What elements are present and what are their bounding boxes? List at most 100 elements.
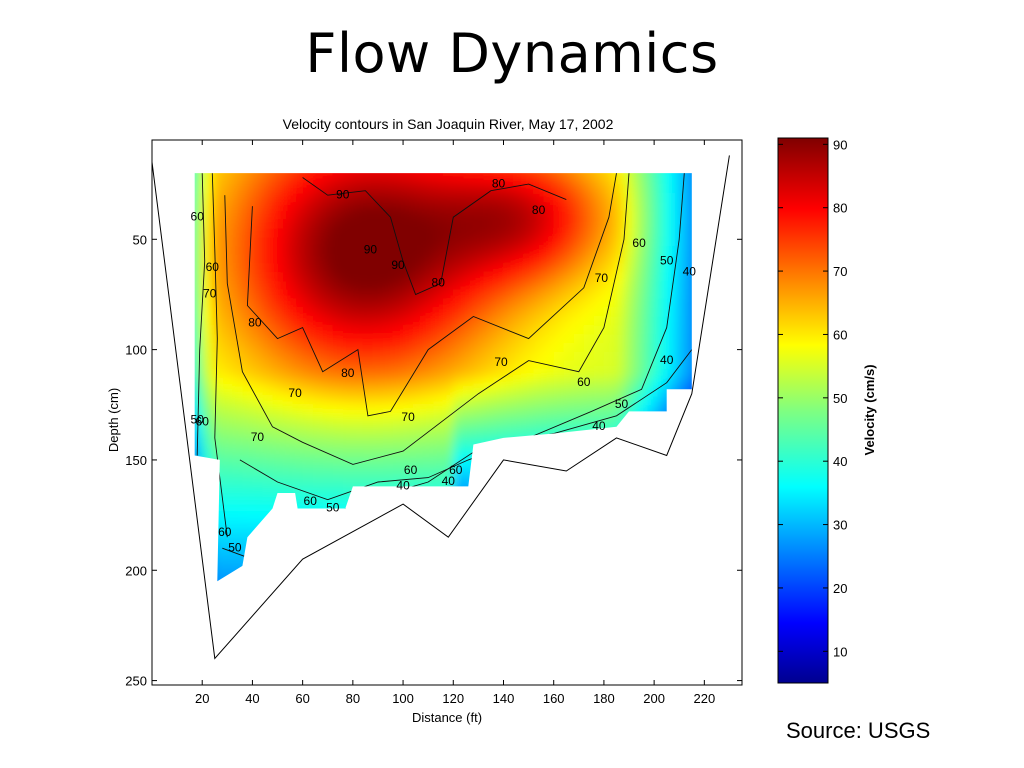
velocity-cell (694, 175, 705, 184)
velocity-cell (694, 458, 705, 467)
velocity-cell (292, 457, 304, 468)
velocity-cell (553, 528, 565, 538)
velocity-cell (312, 378, 324, 388)
velocity-cell (372, 290, 384, 300)
velocity-cell (362, 528, 374, 538)
velocity-cell (393, 263, 404, 273)
velocity-cell (463, 237, 474, 247)
velocity-cell (583, 510, 595, 521)
velocity-cell (664, 298, 675, 309)
velocity-cell (483, 563, 494, 573)
velocity-cell (584, 581, 595, 590)
velocity-cell (493, 237, 504, 247)
velocity-cell (553, 263, 565, 273)
velocity-cell (222, 158, 233, 167)
velocity-cell (433, 572, 444, 582)
velocity-cell (443, 369, 454, 379)
velocity-cell (674, 475, 685, 485)
velocity-cell (483, 263, 494, 273)
velocity-cell (352, 563, 364, 573)
velocity-cell (202, 298, 213, 309)
velocity-cell (372, 519, 384, 529)
velocity-cell (543, 431, 555, 441)
velocity-cell (282, 173, 294, 176)
velocity-cell (332, 281, 344, 291)
velocity-cell (573, 528, 585, 538)
velocity-cell (242, 475, 253, 485)
velocity-cell (292, 501, 304, 512)
velocity-cell (634, 501, 645, 512)
velocity-cell (614, 404, 625, 415)
velocity-cell (583, 466, 595, 476)
velocity-cell (614, 572, 625, 582)
velocity-cell (563, 501, 575, 512)
velocity-cell (473, 307, 484, 318)
velocity-cell (393, 193, 404, 203)
velocity-cell (332, 228, 344, 238)
velocity-cell (694, 211, 705, 220)
velocity-cell (172, 272, 183, 281)
velocity-cell (383, 475, 394, 485)
velocity-cell (393, 158, 404, 167)
velocity-cell (463, 493, 474, 503)
velocity-cell (352, 466, 364, 476)
velocity-cell (362, 210, 374, 220)
velocity-cell (282, 193, 294, 203)
colorbar-tick-label: 70 (833, 264, 847, 279)
velocity-cell (704, 387, 715, 396)
velocity-cell (573, 351, 585, 362)
velocity-cell (483, 175, 494, 185)
velocity-cell (614, 360, 625, 370)
velocity-cell (383, 343, 394, 353)
velocity-cell (194, 360, 203, 370)
velocity-cell (583, 528, 595, 538)
velocity-cell (182, 334, 193, 343)
velocity-cell (423, 493, 434, 503)
velocity-cell (553, 201, 565, 212)
velocity-cell (252, 272, 263, 282)
velocity-cell (242, 528, 253, 538)
velocity-cell (172, 475, 183, 484)
velocity-cell (282, 272, 294, 282)
velocity-cell (222, 263, 233, 273)
velocity-cell (433, 272, 444, 282)
velocity-cell (393, 298, 404, 309)
velocity-cell (262, 457, 274, 468)
velocity-cell (362, 316, 374, 326)
velocity-cell (523, 493, 535, 503)
velocity-cell (684, 158, 695, 167)
velocity-cell (634, 263, 645, 273)
colorbar (777, 137, 829, 684)
velocity-cell (514, 590, 525, 599)
velocity-cell (182, 387, 193, 396)
velocity-cell (212, 413, 223, 423)
velocity-cell (212, 475, 223, 485)
velocity-cell (674, 448, 685, 459)
velocity-cell (684, 448, 692, 459)
velocity-cell (534, 158, 545, 167)
velocity-cell (342, 219, 354, 229)
velocity-cell (302, 396, 314, 406)
velocity-cell (533, 404, 545, 415)
velocity-cell (372, 554, 384, 565)
velocity-cell (383, 228, 394, 238)
velocity-cell (483, 581, 494, 590)
velocity-cell (322, 201, 334, 212)
velocity-cell (323, 158, 334, 167)
velocity-cell (563, 475, 575, 485)
velocity-cell (694, 414, 705, 423)
velocity-cell (372, 360, 384, 370)
velocity-cell (563, 572, 575, 582)
velocity-cell (483, 343, 494, 353)
velocity-cell (282, 378, 294, 388)
velocity-cell (694, 246, 705, 255)
velocity-cell (433, 466, 444, 476)
velocity-cell (563, 519, 575, 529)
velocity-cell (453, 590, 464, 599)
velocity-cell (312, 351, 324, 362)
velocity-cell (504, 158, 515, 167)
velocity-cell (423, 290, 434, 300)
velocity-cell (624, 528, 635, 538)
velocity-cell (533, 210, 545, 220)
velocity-cell (282, 554, 294, 565)
